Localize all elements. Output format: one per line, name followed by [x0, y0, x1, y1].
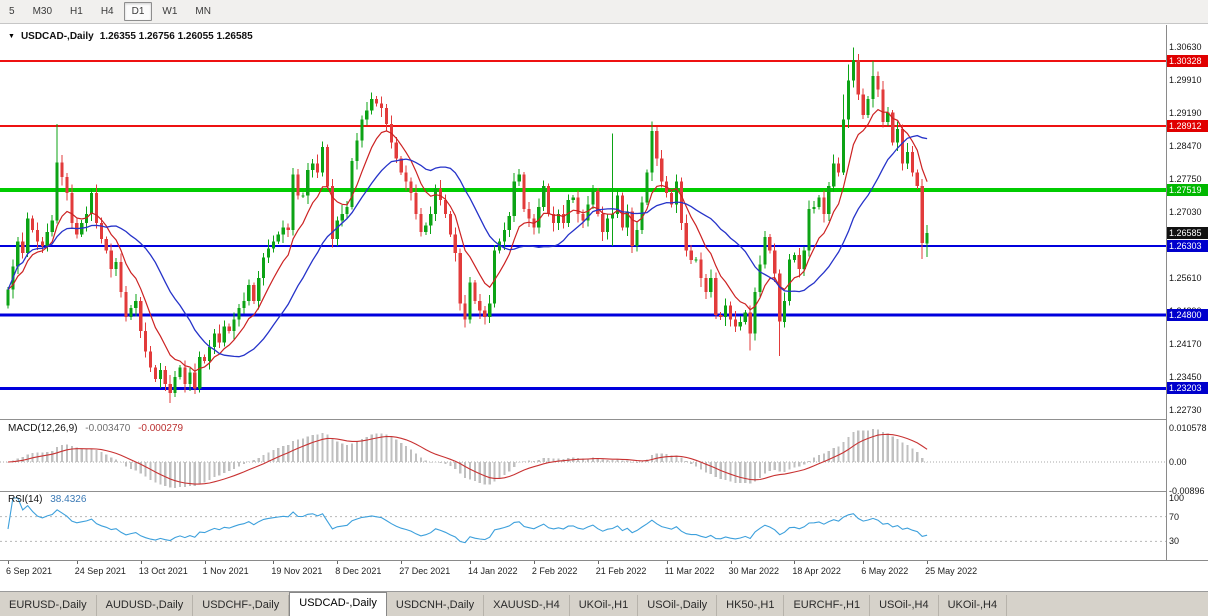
chart-tab-xauusd-h4[interactable]: XAUUSD-,H4 [484, 595, 570, 616]
rsi-indicator-label: RSI(14) 38.4326 [8, 494, 86, 505]
time-axis-label: 6 Sep 2021 [6, 566, 53, 576]
time-axis-tick [533, 561, 535, 564]
rsi-axis-label: 30 [1169, 536, 1180, 547]
timeframe-button-h1[interactable]: H1 [70, 6, 83, 17]
time-axis-tick [470, 561, 471, 564]
macd-main-value: -0.003470 [85, 423, 131, 434]
rsi-level-lines [0, 516, 1166, 542]
time-axis-label: 6 May 2022 [861, 566, 909, 576]
chart-header: ▼ USDCAD-,Daily 1.26355 1.26756 1.26055 … [8, 31, 253, 42]
rsi-value: 38.4326 [50, 494, 87, 505]
rsi-name: RSI(14) [8, 494, 43, 505]
time-axis-tick [927, 561, 929, 564]
time-axis-label: 2 Feb 2022 [531, 566, 578, 576]
horizontal-level-lines [0, 59, 1166, 390]
support-price-tag: 1.23203 [1167, 382, 1208, 395]
chart-tab-usdcad-daily[interactable]: USDCAD-,Daily [289, 592, 387, 616]
timeframe-button-w1[interactable]: W1 [162, 6, 178, 17]
time-axis-label: 27 Dec 2021 [399, 566, 451, 576]
chart-tab-usoil-h4[interactable]: USOil-,H4 [870, 595, 939, 616]
level-price-tag: 1.27519 [1167, 183, 1208, 196]
time-axis-label: 8 Dec 2021 [335, 566, 382, 576]
chart-symbol-label: USDCAD-,Daily [20, 31, 94, 42]
price-axis-label: 1.29910 [1169, 75, 1202, 86]
time-axis-tick [863, 561, 865, 564]
macd-axis-label: 0.010578 [1169, 423, 1207, 433]
time-axis-tick [8, 561, 9, 564]
chart-tab-audusd-daily[interactable]: AUDUSD-,Daily [97, 595, 194, 616]
time-axis-tick [597, 561, 599, 564]
timeframe-toolbar: 5 M30 H1 H4 D1 W1 MN [0, 0, 1208, 24]
price-axis-label: 1.28470 [1169, 141, 1202, 152]
chart-tab-eurchf-h1[interactable]: EURCHF-,H1 [784, 595, 871, 616]
time-axis-label: 24 Sep 2021 [74, 566, 126, 576]
price-axis-label: 1.29190 [1169, 108, 1202, 119]
support-price-tag: 1.26303 [1167, 239, 1208, 252]
rsi-axis-label: 100 [1169, 493, 1185, 503]
rsi-axis-label: 70 [1169, 511, 1180, 522]
panel-dividers [0, 419, 1166, 492]
time-axis-label: 18 Apr 2022 [792, 566, 841, 576]
time-axis-tick [273, 561, 275, 564]
price-axis-label: 1.27030 [1169, 207, 1202, 218]
price-axis-label: 1.30630 [1169, 42, 1202, 52]
price-axis[interactable]: 1.30630 1.29910 1.29190 1.28470 1.27750 1.270… [1166, 25, 1208, 560]
chart-svg [0, 47, 1166, 544]
time-axis-tick [76, 561, 78, 564]
time-axis-label: 13 Oct 2021 [138, 566, 188, 576]
macd-signal-line [7, 433, 928, 485]
rsi-line [7, 497, 928, 544]
timeframe-button-5[interactable]: 5 [9, 6, 15, 17]
current-price-tag: 1.26585 [1167, 226, 1208, 239]
chart-tab-hk50-h1[interactable]: HK50-,H1 [717, 595, 785, 616]
chart-tabs-bar: EURUSD-,Daily AUDUSD-,Daily USDCHF-,Daily U… [0, 591, 1208, 616]
time-axis-label: 21 Feb 2022 [595, 566, 647, 576]
macd-signal-value: -0.000279 [138, 423, 184, 434]
time-axis-tick [337, 561, 339, 564]
time-axis-label: 14 Jan 2022 [468, 566, 518, 576]
macd-indicator-label: MACD(12,26,9) -0.003470 -0.000279 [8, 423, 183, 434]
time-axis-label: 19 Nov 2021 [271, 566, 323, 576]
time-axis-tick [204, 561, 206, 564]
price-axis-label: 1.24170 [1169, 338, 1202, 349]
price-axis-label: 1.22730 [1169, 405, 1202, 415]
time-axis-label: 25 May 2022 [925, 566, 978, 576]
price-axis-label: 1.23450 [1169, 371, 1202, 382]
timeframe-button-d1[interactable]: D1 [123, 2, 153, 21]
chart-tab-usoil-daily[interactable]: USOil-,Daily [638, 595, 718, 616]
chart-tab-ukoil-h4[interactable]: UKOil-,H4 [939, 595, 1008, 616]
timeframe-button-h4[interactable]: H4 [100, 6, 114, 17]
time-axis-tick [730, 561, 732, 564]
time-axis[interactable]: 6 Sep 2021 24 Sep 2021 13 Oct 2021 1 Nov 20… [0, 560, 1208, 591]
support-price-tag: 1.24800 [1167, 308, 1208, 321]
chart-canvas[interactable]: ▼ USDCAD-,Daily 1.26355 1.26756 1.26055 … [0, 25, 1166, 560]
timeframe-button-mn[interactable]: MN [195, 6, 211, 17]
time-axis-tick [666, 561, 668, 564]
macd-axis-label: -0.00896 [1169, 485, 1205, 496]
time-axis-tick [794, 561, 796, 564]
price-axis-label: 1.25610 [1169, 272, 1202, 283]
macd-name: MACD(12,26,9) [8, 423, 78, 434]
time-axis-tick [140, 561, 142, 564]
chart-tab-usdchf-daily[interactable]: USDCHF-,Daily [193, 595, 290, 616]
time-axis-label: 11 Mar 2022 [664, 566, 715, 576]
chart-ohlc-values: 1.26355 1.26756 1.26055 1.26585 [99, 31, 253, 42]
chart-tab-ukoil-h1[interactable]: UKOil-,H1 [570, 595, 639, 616]
moving-averages-layer [7, 108, 928, 373]
chart-dropdown-icon[interactable]: ▼ [8, 32, 15, 40]
chart-tab-eurusd-daily[interactable]: EURUSD-,Daily [0, 595, 97, 616]
resistance-price-tag: 1.28912 [1167, 119, 1208, 132]
time-axis-label: 30 Mar 2022 [728, 566, 780, 576]
macd-axis-label: 0.00 [1169, 457, 1187, 467]
candles-layer [6, 47, 929, 404]
time-axis-label: 1 Nov 2021 [202, 566, 249, 576]
price-axis-label: 1.27750 [1169, 174, 1202, 185]
macd-histogram [6, 429, 929, 488]
time-axis-tick [401, 561, 403, 564]
chart-tab-usdcnh-daily[interactable]: USDCNH-,Daily [387, 595, 485, 616]
timeframe-button-m30[interactable]: M30 [32, 6, 53, 17]
resistance-price-tag: 1.30328 [1167, 54, 1208, 67]
